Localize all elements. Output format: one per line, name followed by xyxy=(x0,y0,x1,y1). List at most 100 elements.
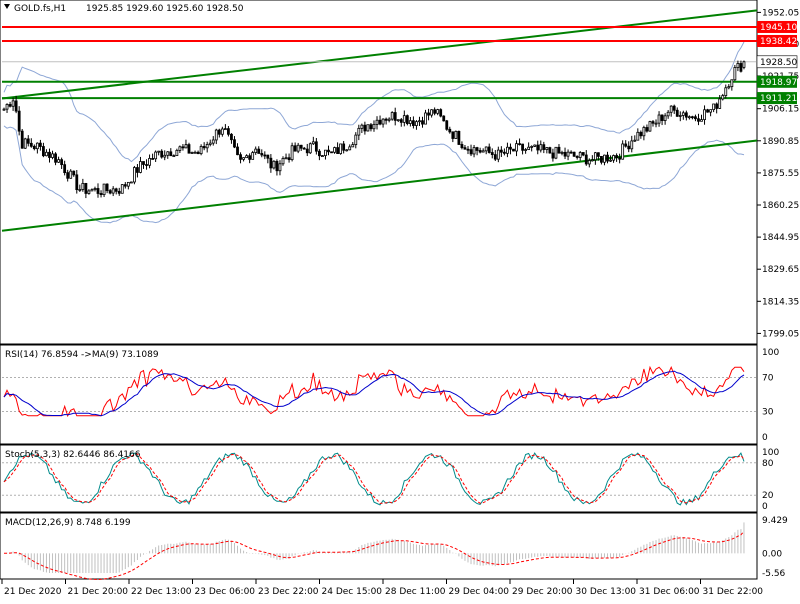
support-price-tag xyxy=(757,92,797,105)
candle-body xyxy=(299,144,303,149)
candle-body xyxy=(633,139,637,142)
candle-body xyxy=(63,164,67,174)
candle-body xyxy=(284,157,288,160)
candle-body xyxy=(305,148,309,154)
candle-body xyxy=(45,151,48,157)
candle-body xyxy=(14,100,18,112)
symbol-label: GOLD.fs,H1 xyxy=(14,4,66,14)
upper-channel-trendline[interactable] xyxy=(1,9,758,100)
candle-body xyxy=(694,116,697,120)
candle-body xyxy=(721,95,725,100)
candle-body xyxy=(560,151,564,154)
stoch-label: Stoch(5,3,3) 82.6446 86.4166 xyxy=(5,450,141,460)
candle-body xyxy=(466,148,470,151)
candle-body xyxy=(372,123,376,130)
candle-body xyxy=(269,157,273,169)
time-tick-label: 21 Dec 2020 xyxy=(4,587,62,597)
candle-body xyxy=(527,146,531,150)
candle-body xyxy=(99,193,103,196)
candle-body xyxy=(442,115,446,122)
time-tick-label: 22 Dec 13:00 xyxy=(131,587,192,597)
candle-body xyxy=(169,151,173,157)
price-tick-label: 1860.25 xyxy=(762,201,799,211)
candle-body xyxy=(54,153,57,163)
stoch-panel[interactable] xyxy=(0,444,758,513)
candle-body xyxy=(220,128,224,135)
triangle-down-icon[interactable] xyxy=(4,4,10,9)
candle-body xyxy=(581,152,585,156)
time-tick-label: 28 Dec 11:00 xyxy=(385,587,446,597)
candle-body xyxy=(205,144,209,149)
time-tick-label: 23 Dec 06:00 xyxy=(195,587,256,597)
candle-body xyxy=(663,115,667,121)
candle-body xyxy=(518,143,521,146)
candle-body xyxy=(475,147,479,151)
rsi-axis-label: 100 xyxy=(762,348,779,358)
candle-body xyxy=(618,157,622,160)
candle-body xyxy=(227,128,230,135)
macd-axis-label: 0.00 xyxy=(762,549,782,559)
candle-body xyxy=(281,158,285,165)
candle-body xyxy=(700,119,703,122)
rsi-axis-label: 0 xyxy=(762,433,768,443)
candle-body xyxy=(490,152,494,156)
candle-body xyxy=(142,161,145,165)
candle-body xyxy=(381,118,385,125)
lower-channel-trendline[interactable] xyxy=(1,139,758,232)
resistance-price-tag xyxy=(757,20,797,33)
candle-body xyxy=(187,144,191,154)
candle-body xyxy=(408,120,412,124)
price-tick-label: 1875.55 xyxy=(762,169,799,179)
resistance-price-tag-label: 1945.10 xyxy=(760,23,797,33)
rsi-line xyxy=(3,365,745,418)
candle-body xyxy=(669,105,673,113)
candle-body xyxy=(157,150,161,153)
macd-axis-label: 9.429 xyxy=(762,516,788,526)
macd-panel[interactable] xyxy=(0,512,758,580)
candle-body xyxy=(287,157,291,161)
candle-body xyxy=(615,155,618,159)
candle-body xyxy=(487,146,491,153)
candle-body xyxy=(433,109,437,114)
candle-body xyxy=(572,151,576,157)
candle-body xyxy=(330,151,333,154)
candle-body xyxy=(587,160,591,165)
candle-body xyxy=(87,190,91,194)
candle-body xyxy=(621,143,625,160)
candle-body xyxy=(57,159,60,163)
candle-body xyxy=(612,155,615,161)
candle-body xyxy=(578,152,582,158)
candle-body xyxy=(654,122,658,125)
price-panel[interactable] xyxy=(0,0,758,345)
price-tick-label: 1799.05 xyxy=(762,329,799,339)
candle-body xyxy=(196,151,200,155)
candle-body xyxy=(427,112,430,116)
candle-body xyxy=(84,182,88,194)
candle-body xyxy=(51,153,54,158)
candle-body xyxy=(324,149,327,157)
candle-body xyxy=(636,131,640,141)
candle-body xyxy=(651,121,655,124)
candle-body xyxy=(712,103,716,111)
candle-body xyxy=(26,138,30,144)
candle-body xyxy=(105,183,109,192)
candle-body xyxy=(317,150,321,157)
candle-body xyxy=(393,112,397,121)
candle-body xyxy=(678,115,682,117)
price-tick-label: 1952.05 xyxy=(762,8,799,18)
candle-body xyxy=(739,63,743,72)
candle-body xyxy=(718,98,722,109)
candle-body xyxy=(32,145,36,150)
candle-body xyxy=(211,139,215,144)
candle-body xyxy=(223,128,227,131)
candle-body xyxy=(660,114,664,121)
candle-body xyxy=(512,148,515,152)
candle-body xyxy=(530,146,534,148)
candle-body xyxy=(308,143,312,154)
candle-body xyxy=(691,116,694,119)
candle-body xyxy=(172,155,176,158)
time-tick-label: 29 Dec 04:00 xyxy=(449,587,510,597)
candle-body xyxy=(399,119,403,123)
candle-body xyxy=(90,189,94,192)
